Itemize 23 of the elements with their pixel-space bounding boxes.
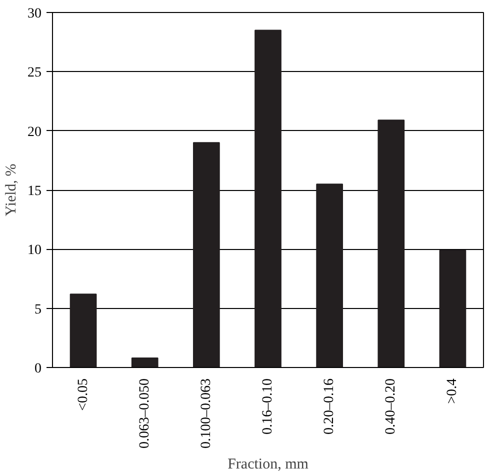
x-tick-label: 0.20–0.16 [322, 378, 338, 434]
x-axis-title: Fraction, mm [228, 456, 309, 472]
x-tick-label: 0.16–0.10 [260, 378, 276, 434]
x-tick-label: <0.05 [76, 378, 91, 411]
bar [131, 358, 158, 368]
y-tick-label: 10 [28, 243, 42, 258]
bar [70, 294, 97, 368]
x-tick-label: >0.4 [445, 378, 460, 404]
x-tick-label: 0.100–0.063 [198, 378, 214, 448]
bar [316, 184, 343, 368]
x-tick-label: 0.40–0.20 [384, 378, 399, 434]
bar [378, 120, 405, 368]
y-tick-label: 5 [34, 302, 42, 318]
bar [193, 142, 220, 368]
y-tick-label: 30 [28, 6, 42, 22]
x-tick-label: 0.063–0.050 [137, 378, 152, 448]
y-tick-label: 20 [28, 124, 42, 140]
bar [439, 250, 466, 368]
y-tick-label: 0 [34, 362, 42, 376]
y-tick-label: 15 [28, 184, 42, 199]
y-tick-label: 25 [28, 66, 42, 81]
bar [254, 30, 282, 368]
y-axis-title: Yield, % [4, 164, 20, 216]
